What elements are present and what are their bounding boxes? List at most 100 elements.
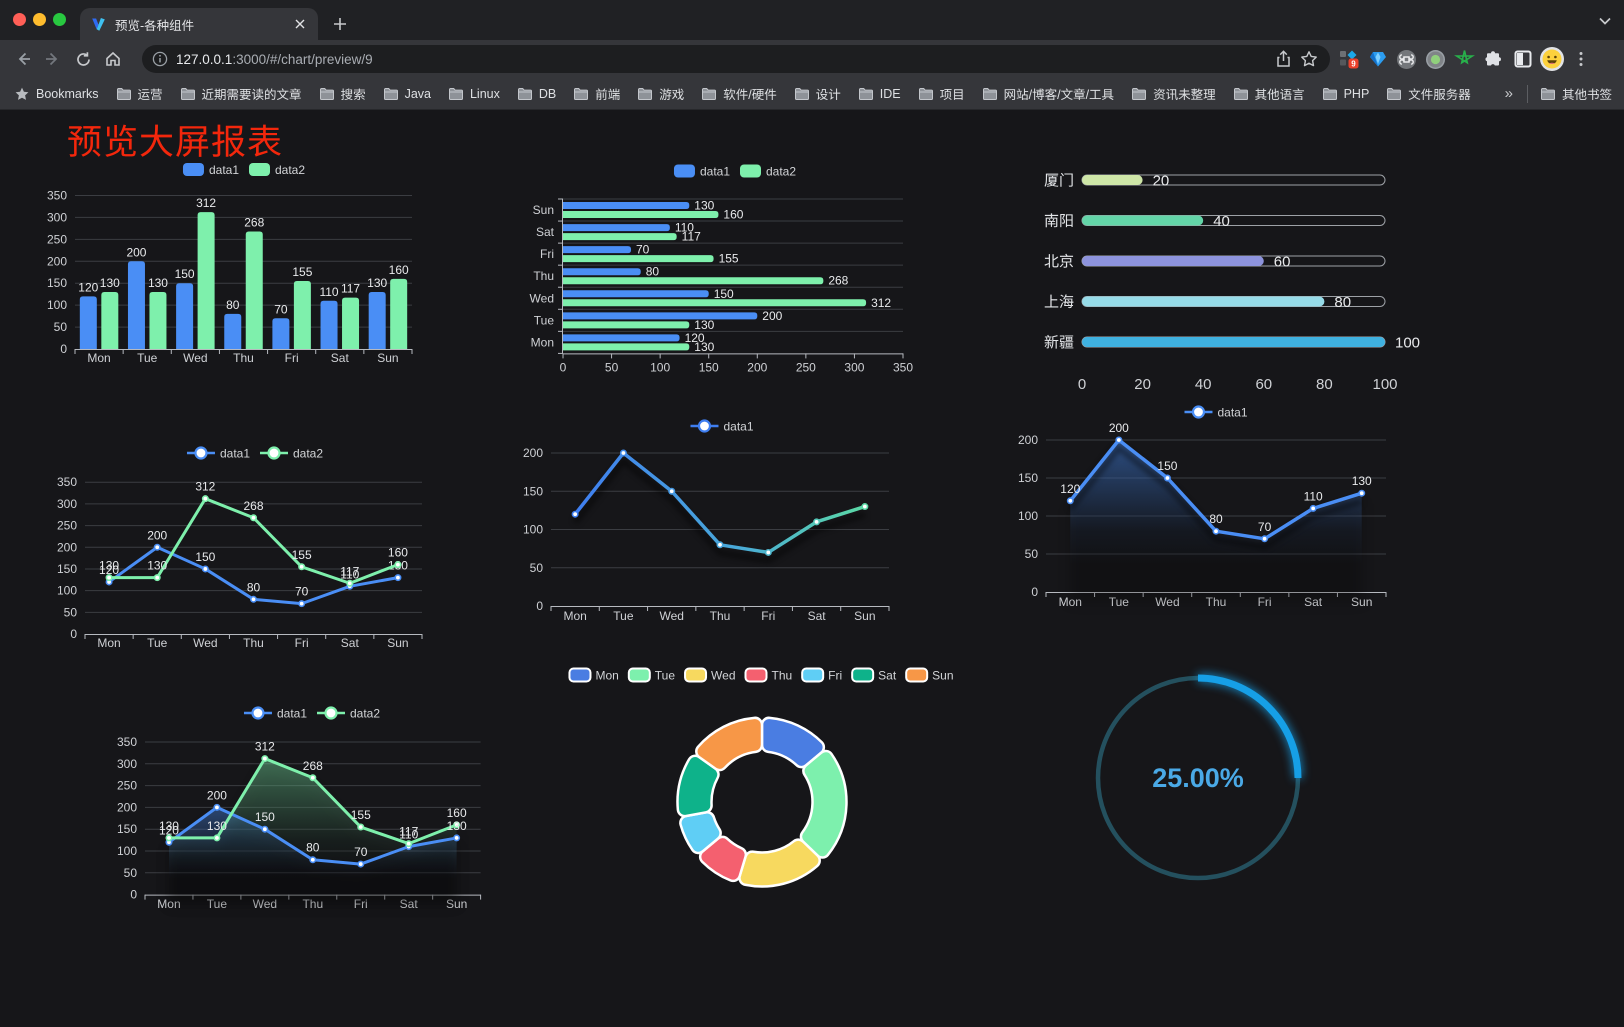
point-marker[interactable] bbox=[453, 834, 461, 842]
point-marker[interactable] bbox=[346, 579, 354, 587]
new-tab-button[interactable] bbox=[326, 10, 354, 38]
point-marker[interactable] bbox=[298, 563, 306, 571]
point-marker[interactable] bbox=[213, 803, 221, 811]
point-marker[interactable] bbox=[813, 518, 821, 526]
point-marker[interactable] bbox=[1066, 497, 1074, 505]
extension-star-icon[interactable] bbox=[1450, 45, 1479, 74]
point-marker[interactable] bbox=[394, 574, 402, 582]
bookmark-folder[interactable]: 搜索 bbox=[319, 84, 366, 103]
bar[interactable] bbox=[197, 212, 215, 349]
bookmark-star-icon[interactable] bbox=[1296, 46, 1322, 72]
extension-recorder-icon[interactable] bbox=[1421, 45, 1450, 74]
bookmark-folder[interactable]: 前端 bbox=[573, 84, 620, 103]
chart-legend[interactable]: data1 data2 bbox=[182, 163, 305, 177]
bookmark-folder[interactable]: PHP bbox=[1322, 86, 1369, 102]
back-button[interactable] bbox=[8, 44, 38, 74]
gauge-chart[interactable]: 25.00% bbox=[1050, 630, 1350, 930]
point-marker[interactable] bbox=[250, 595, 258, 603]
bar[interactable] bbox=[368, 291, 386, 349]
extension-gem-icon[interactable] bbox=[1363, 45, 1392, 74]
bar[interactable] bbox=[272, 318, 290, 349]
forward-button[interactable] bbox=[38, 44, 68, 74]
point-marker[interactable] bbox=[201, 495, 209, 503]
bar[interactable] bbox=[563, 268, 641, 276]
point-marker[interactable] bbox=[861, 503, 869, 511]
window-zoom-button[interactable] bbox=[53, 13, 66, 26]
bar[interactable] bbox=[342, 297, 360, 349]
donut-chart[interactable]: Mon Tue Wed Thu Fri Sat Sun bbox=[555, 650, 975, 912]
bar[interactable] bbox=[563, 343, 690, 351]
bookmark-folder[interactable]: 近期需要读的文章 bbox=[180, 84, 302, 103]
extension-command-icon[interactable] bbox=[1392, 45, 1421, 74]
progress-bar-chart[interactable]: 厦门 20 南阳 40 北京 60 上海 80 新疆 100 0 20 40 60 80 100 bbox=[990, 150, 1510, 428]
donut-slice[interactable] bbox=[738, 838, 821, 888]
point-marker[interactable] bbox=[1115, 436, 1123, 444]
address-bar[interactable]: 127.0.0.1:3000/#/chart/preview/9 bbox=[142, 45, 1330, 73]
point-marker[interactable] bbox=[571, 510, 579, 518]
progress-fill[interactable] bbox=[1082, 215, 1204, 226]
gradient-line-chart[interactable]: data1 0 50 100 150 200 Mon Tue Wed Thu Fri Sat Sun bbox=[495, 400, 970, 635]
reload-button[interactable] bbox=[68, 44, 98, 74]
bar[interactable] bbox=[563, 224, 670, 232]
two-series-area-chart[interactable]: data1 data2 0 50 100 150 200 250 300 350 Mon Tue Wed… bbox=[55, 695, 570, 923]
grouped-bar-chart[interactable]: data1 data2 0 50 100 150 200 250 300 350 Mon Tue Wed… bbox=[20, 150, 490, 382]
chart-legend[interactable]: Mon Tue Wed Thu Fri Sat Sun bbox=[568, 667, 954, 683]
bar[interactable] bbox=[563, 202, 690, 210]
window-close-button[interactable] bbox=[13, 13, 26, 26]
bar[interactable] bbox=[149, 291, 167, 349]
point-marker[interactable] bbox=[261, 825, 269, 833]
bar[interactable] bbox=[79, 296, 97, 349]
tab-close-icon[interactable] bbox=[291, 16, 308, 33]
share-icon[interactable] bbox=[1270, 46, 1296, 72]
donut-slice[interactable] bbox=[799, 749, 848, 859]
point-marker[interactable] bbox=[357, 860, 365, 868]
chart-legend[interactable]: data1 data2 bbox=[673, 164, 796, 179]
point-marker[interactable] bbox=[309, 856, 317, 864]
window-minimize-button[interactable] bbox=[33, 13, 46, 26]
bookmark-folder[interactable]: 游戏 bbox=[637, 84, 684, 103]
bar[interactable] bbox=[563, 233, 677, 241]
bookmark-folder[interactable]: 软件/硬件 bbox=[701, 84, 777, 103]
point-marker[interactable] bbox=[153, 574, 161, 582]
point-marker[interactable] bbox=[453, 821, 461, 829]
bar[interactable] bbox=[127, 261, 145, 349]
bar[interactable] bbox=[563, 290, 709, 298]
chart-legend[interactable]: data1 bbox=[690, 419, 754, 434]
bookmark-folder[interactable]: 网站/博客/文章/工具 bbox=[982, 84, 1114, 103]
bar[interactable] bbox=[390, 278, 408, 349]
bookmark-folder[interactable]: Linux bbox=[448, 86, 500, 102]
chart-legend[interactable]: data1 data2 bbox=[186, 446, 323, 461]
point-marker[interactable] bbox=[165, 834, 173, 842]
point-marker[interactable] bbox=[716, 541, 724, 549]
bar[interactable] bbox=[320, 300, 338, 349]
bar[interactable] bbox=[101, 291, 119, 349]
point-marker[interactable] bbox=[394, 561, 402, 569]
bookmarks-root[interactable]: Bookmarks bbox=[14, 86, 99, 102]
point-marker[interactable] bbox=[213, 834, 221, 842]
bar[interactable] bbox=[563, 312, 758, 320]
point-marker[interactable] bbox=[105, 574, 113, 582]
point-marker[interactable] bbox=[1358, 489, 1366, 497]
point-marker[interactable] bbox=[764, 548, 772, 556]
point-marker[interactable] bbox=[153, 543, 161, 551]
chart-legend[interactable]: data1 data2 bbox=[243, 706, 380, 721]
bar[interactable] bbox=[563, 277, 824, 285]
bar[interactable] bbox=[563, 246, 631, 254]
point-marker[interactable] bbox=[1212, 527, 1220, 535]
bookmark-folder[interactable]: Java bbox=[383, 86, 431, 102]
bar[interactable] bbox=[563, 211, 719, 219]
point-marker[interactable] bbox=[619, 449, 627, 457]
profile-avatar[interactable] bbox=[1537, 45, 1566, 74]
url-text[interactable]: 127.0.0.1:3000/#/chart/preview/9 bbox=[176, 52, 1270, 67]
point-marker[interactable] bbox=[1261, 535, 1269, 543]
progress-fill[interactable] bbox=[1082, 296, 1325, 307]
home-button[interactable] bbox=[98, 44, 128, 74]
bookmark-folder[interactable]: 其他语言 bbox=[1233, 84, 1305, 103]
bookmark-folder[interactable]: 资讯未整理 bbox=[1131, 84, 1216, 103]
point-marker[interactable] bbox=[250, 514, 258, 522]
site-info-icon[interactable] bbox=[152, 51, 168, 67]
progress-fill[interactable] bbox=[1082, 256, 1264, 266]
bar[interactable] bbox=[224, 313, 242, 349]
tab-search-chevron-icon[interactable] bbox=[1596, 12, 1614, 30]
bookmark-folder[interactable]: 运营 bbox=[116, 84, 163, 103]
